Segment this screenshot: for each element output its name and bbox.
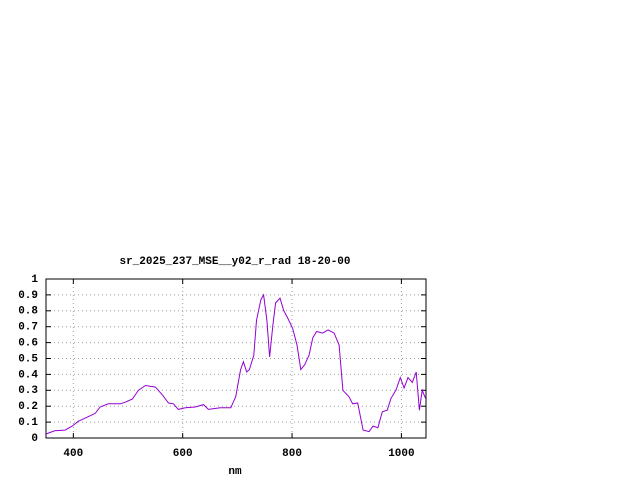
chart-title: sr_2025_237_MSE__y02_r_rad 18-20-00: [119, 256, 350, 268]
y-tick-label: 1: [31, 274, 38, 286]
x-tick-label: 600: [173, 448, 193, 460]
y-tick-label: 0.8: [18, 306, 38, 318]
y-tick-label: 0.9: [18, 290, 38, 302]
y-tick-label: 0.5: [18, 353, 38, 365]
x-axis-label: nm: [228, 466, 242, 478]
y-tick-label: 0.2: [18, 401, 38, 413]
x-tick-label: 1000: [388, 448, 414, 460]
y-tick-label: 0.6: [18, 338, 38, 350]
y-tick-label: 0.7: [18, 322, 38, 334]
data-line: [45, 293, 426, 435]
y-tick-label: 0.1: [18, 417, 38, 429]
y-tick-label: 0: [31, 433, 38, 445]
plot-border: [45, 278, 427, 439]
x-tick-label: 800: [282, 448, 302, 460]
y-tick-label: 0.4: [18, 369, 38, 381]
y-tick-label: 0.3: [18, 385, 38, 397]
x-tick-label: 400: [63, 448, 83, 460]
